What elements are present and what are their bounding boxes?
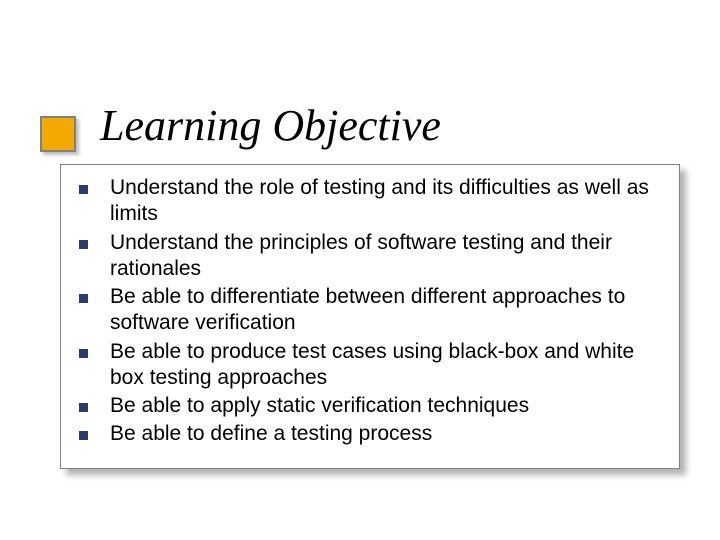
bullet-text: Be able to apply static verification tec…	[110, 393, 661, 419]
bullet-text: Be able to define a testing process	[110, 421, 661, 447]
bullet-square-icon	[79, 294, 88, 303]
bullet-text: Understand the principles of software te…	[110, 230, 661, 283]
bullet-square-icon	[79, 403, 88, 412]
content-frame: Understand the role of testing and its d…	[60, 164, 680, 469]
list-item: Be able to produce test cases using blac…	[79, 339, 661, 392]
bullet-square-icon	[79, 431, 88, 440]
bullet-text: Be able to produce test cases using blac…	[110, 339, 661, 392]
bullet-square-icon	[79, 240, 88, 249]
list-item: Understand the role of testing and its d…	[79, 175, 661, 228]
list-item: Be able to apply static verification tec…	[79, 393, 661, 419]
bullet-text: Understand the role of testing and its d…	[110, 175, 661, 228]
slide-title: Learning Objective	[100, 100, 441, 151]
bullet-list: Understand the role of testing and its d…	[79, 175, 661, 448]
list-item: Be able to differentiate between differe…	[79, 284, 661, 337]
list-item: Understand the principles of software te…	[79, 230, 661, 283]
accent-square	[40, 116, 76, 152]
bullet-text: Be able to differentiate between differe…	[110, 284, 661, 337]
list-item: Be able to define a testing process	[79, 421, 661, 447]
bullet-square-icon	[79, 349, 88, 358]
bullet-square-icon	[79, 185, 88, 194]
